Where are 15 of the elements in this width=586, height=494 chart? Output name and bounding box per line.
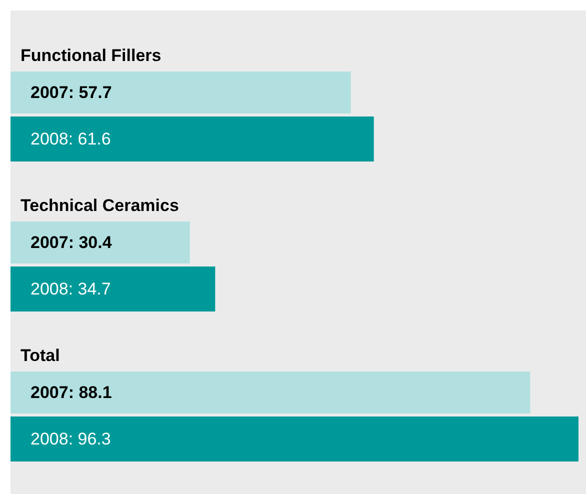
data-label: 2007: 30.4	[30, 233, 112, 252]
data-label: 2007: 57.7	[30, 83, 112, 102]
bar	[10, 266, 216, 312]
bar	[10, 116, 374, 162]
y-tick-label: Functional Fillers	[20, 46, 162, 65]
data-label: 2008: 34.7	[30, 280, 111, 298]
bar	[10, 72, 351, 114]
data-label: 2008: 96.3	[30, 430, 111, 448]
bar	[10, 416, 578, 462]
bar	[10, 222, 190, 264]
y-tick-label: Technical Ceramics	[20, 196, 179, 215]
y-tick-label: Total	[20, 346, 60, 365]
bar	[10, 372, 530, 414]
data-label: 2007: 88.1	[30, 383, 112, 402]
data-label: 2008: 61.6	[30, 130, 111, 148]
